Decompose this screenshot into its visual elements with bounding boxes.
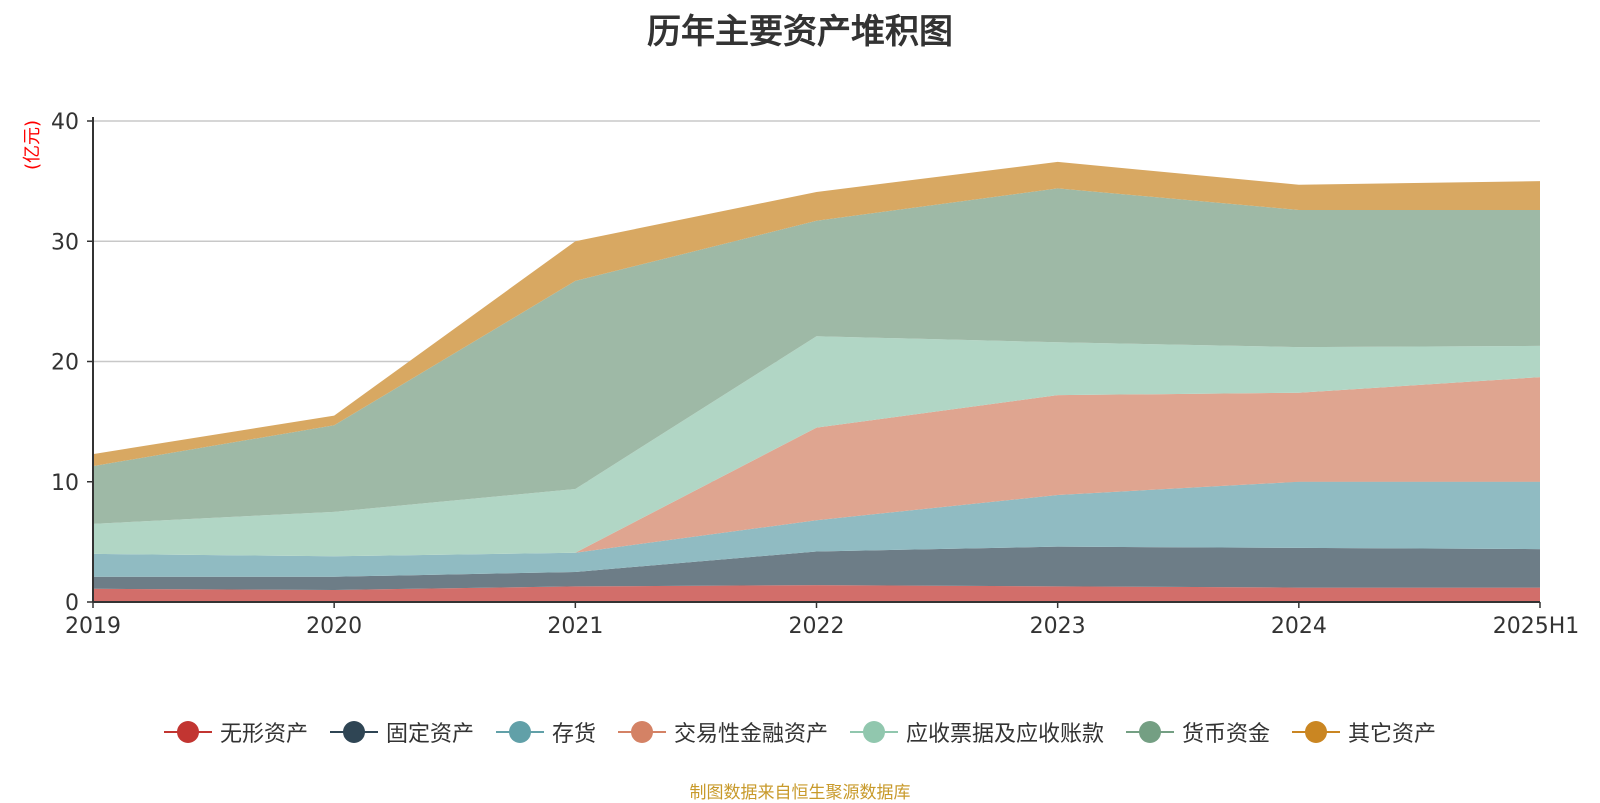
legend-item[interactable]: 存货: [495, 716, 596, 748]
x-tick-label: 2020: [306, 614, 362, 639]
area-series-1: [93, 546, 1540, 590]
source-note: 制图数据来自恒生聚源数据库: [689, 783, 911, 803]
legend-label: 交易性金融资产: [673, 722, 828, 747]
legend-marker-icon: [163, 720, 212, 744]
y-tick-label: 20: [51, 351, 79, 376]
x-tick-label: 2023: [1030, 614, 1086, 639]
legend-item[interactable]: 交易性金融资产: [617, 716, 828, 748]
legend-label: 其它资产: [1348, 722, 1437, 747]
axes: 0 10 20 30 40 2019 2020 2021 2022 2023 2024 2025H1: [51, 110, 1579, 639]
chart-title: 历年主要资产堆积图: [647, 12, 953, 52]
area-series-5: [93, 188, 1540, 524]
y-tick-label: 10: [51, 471, 79, 496]
legend-marker-icon: [329, 720, 378, 744]
legend: 无形资产 固定资产 存货 交易性金融资产 应收票据及应收账款 货币资金 其它资产: [0, 716, 1600, 748]
legend-label: 固定资产: [385, 722, 474, 747]
y-tick-label: 30: [51, 230, 79, 255]
x-tick-label: 2022: [789, 614, 845, 639]
y-axis-unit-label: (亿元): [22, 120, 43, 170]
legend-marker-icon: [617, 720, 666, 744]
legend-item[interactable]: 固定资产: [329, 716, 474, 748]
stacked-areas: [93, 161, 1540, 602]
x-tick-label: 2025H1: [1493, 614, 1580, 639]
legend-label: 无形资产: [219, 722, 308, 747]
legend-item[interactable]: 货币资金: [1126, 716, 1270, 748]
area-series-0: [93, 585, 1540, 602]
legend-label: 货币资金: [1182, 722, 1271, 747]
legend-marker-icon: [495, 720, 544, 744]
legend-label: 应收票据及应收账款: [906, 722, 1105, 747]
area-series-2: [93, 481, 1540, 577]
x-tick-label: 2019: [65, 614, 121, 639]
legend-item[interactable]: 无形资产: [163, 716, 308, 748]
legend-marker-icon: [1292, 720, 1341, 744]
legend-marker-icon: [1126, 720, 1175, 744]
legend-item[interactable]: 其它资产: [1292, 716, 1436, 748]
legend-item[interactable]: 应收票据及应收账款: [850, 716, 1104, 748]
x-tick-label: 2024: [1271, 614, 1327, 639]
area-series-3: [93, 377, 1540, 557]
y-tick-label: 0: [65, 591, 79, 616]
legend-label: 存货: [551, 722, 596, 747]
legend-marker-icon: [850, 720, 898, 744]
y-tick-label: 40: [51, 110, 79, 135]
x-tick-label: 2021: [547, 614, 603, 639]
area-series-4: [93, 336, 1540, 557]
area-series-6: [93, 161, 1540, 467]
